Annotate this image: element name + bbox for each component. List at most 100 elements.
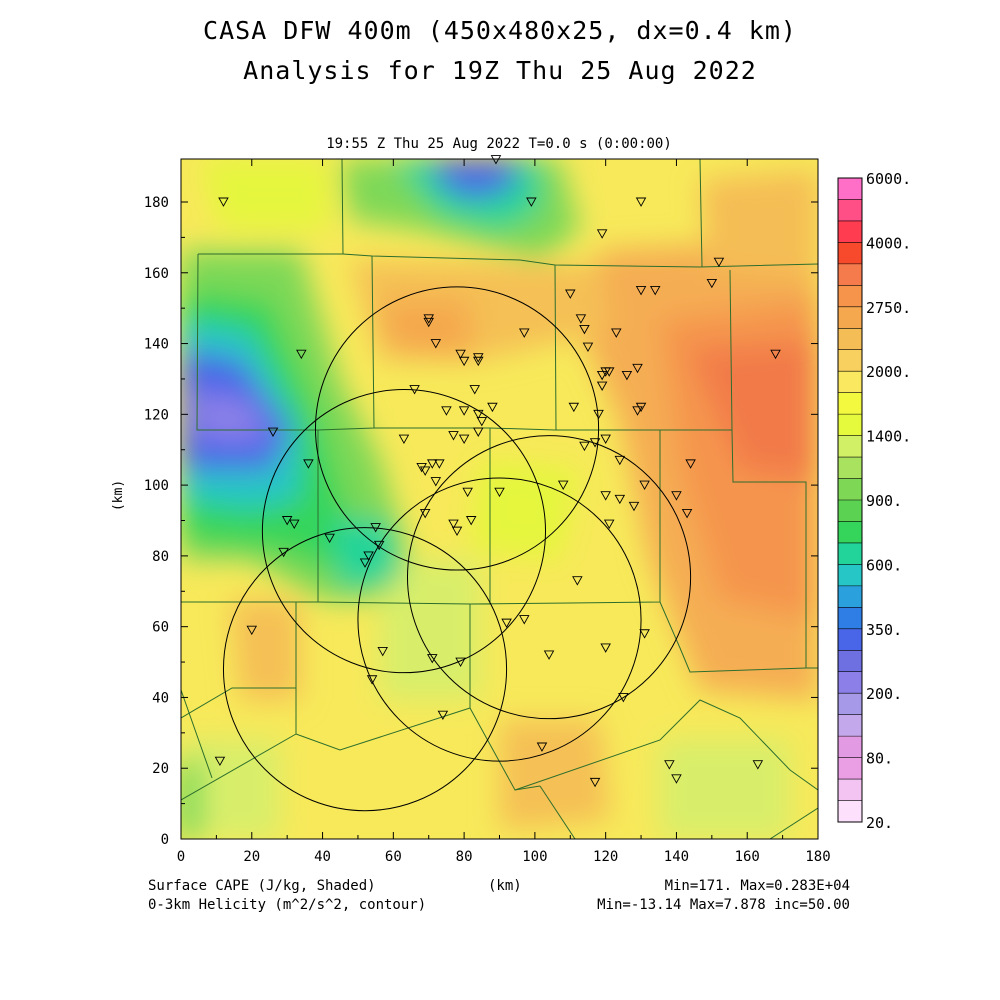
station-marker: [589, 777, 601, 788]
station-marker: [487, 402, 498, 413]
colorbar-swatch: [838, 242, 862, 265]
colorbar-swatch: [838, 650, 862, 673]
station-marker: [635, 286, 647, 296]
station-marker: [628, 501, 640, 512]
station-marker: [465, 516, 477, 526]
station-marker: [589, 438, 601, 448]
station-marker: [639, 480, 650, 491]
colorbar-label: 20.: [866, 814, 893, 832]
y-tick-label: 140: [144, 337, 169, 353]
y-tick-label: 180: [144, 195, 169, 211]
x-tick-label: 140: [664, 849, 689, 865]
county-boundaries: [181, 159, 818, 839]
colorbar-swatch: [838, 435, 862, 458]
station-marker: [246, 625, 258, 636]
station-marker: [600, 434, 611, 445]
station-marker: [600, 643, 611, 653]
colorbar-swatch: [838, 800, 862, 823]
colorbar-swatch: [838, 779, 862, 801]
station-marker: [596, 229, 608, 239]
station-marker: [664, 760, 675, 770]
colorbar-swatch: [838, 285, 862, 308]
station-marker: [423, 317, 434, 328]
station-marker: [685, 459, 696, 469]
station-marker: [536, 742, 548, 752]
colorbar-label: 4000.: [866, 234, 911, 252]
colorbar-frame: [837, 177, 863, 823]
station-marker: [713, 257, 725, 268]
station-marker: [416, 462, 427, 473]
station-marker: [681, 508, 693, 519]
station-marker: [458, 406, 470, 416]
y-tick-label: 120: [144, 407, 169, 423]
station-marker: [434, 459, 445, 469]
footer-left: Surface CAPE (J/kg, Shaded) 0-3km Helici…: [148, 877, 426, 915]
station-marker: [635, 402, 647, 413]
station-marker: [448, 431, 459, 441]
station-marker: [214, 756, 226, 767]
station-marker: [370, 523, 381, 533]
colorbar-label: 2750.: [866, 299, 911, 317]
station-marker: [267, 427, 279, 437]
colorbar-swatch: [838, 628, 862, 651]
colorbar-swatch: [838, 736, 862, 758]
station-marker: [579, 324, 590, 335]
colorbar-swatch: [838, 500, 862, 522]
helicity-contour-1: [261, 389, 547, 674]
station-marker: [568, 402, 580, 413]
station-marker: [455, 349, 466, 360]
station-marker: [575, 314, 587, 324]
station-marker: [752, 760, 764, 770]
station-marker: [377, 646, 388, 657]
station-marker: [469, 385, 480, 395]
footer-right: Min=171. Max=0.283E+04 Min=-13.14 Max=7.…: [597, 877, 850, 915]
station-marker: [579, 441, 590, 452]
station-marker: [632, 363, 643, 374]
station-marker: [494, 487, 505, 498]
colorbar-swatch: [838, 585, 862, 608]
station-marker: [359, 558, 371, 568]
station-marker: [458, 434, 470, 445]
helicity-contour-3: [357, 477, 642, 762]
station-marker: [614, 494, 626, 505]
station-marker: [288, 519, 300, 529]
station-marker: [458, 356, 470, 367]
station-marker: [423, 314, 434, 324]
station-marker: [501, 618, 512, 629]
colorbar-swatch: [838, 392, 862, 415]
colorbar-swatch: [838, 328, 862, 351]
station-marker: [472, 353, 484, 363]
station-marker: [671, 491, 682, 501]
cape-field-label: Surface CAPE (J/kg, Shaded): [148, 878, 376, 894]
station-marker: [603, 519, 615, 529]
x-tick-label: 160: [735, 849, 760, 865]
colorbar-swatch: [838, 199, 862, 222]
station-marker: [419, 466, 431, 476]
station-marker: [472, 427, 484, 437]
x-tick-label: 60: [385, 849, 402, 865]
station-marker: [472, 356, 484, 367]
colorbar-swatch: [838, 478, 862, 501]
y-tick-label: 20: [152, 761, 169, 777]
x-tick-label: 40: [314, 849, 331, 865]
station-marker: [611, 328, 622, 338]
station-marker: [451, 526, 463, 537]
x-tick-label: 20: [243, 849, 260, 865]
x-tick-label: 120: [593, 849, 618, 865]
station-marker: [706, 278, 718, 289]
station-markers: [214, 155, 781, 788]
station-marker: [603, 367, 615, 377]
colorbar-label: 900.: [866, 492, 902, 510]
helicity-contour-2: [406, 435, 692, 720]
x-tick-label: 100: [522, 849, 547, 865]
station-marker: [441, 406, 452, 416]
colorbar-label: 2000.: [866, 363, 911, 381]
station-marker: [419, 508, 431, 519]
station-marker: [218, 197, 229, 207]
helicity-field-label: 0-3km Helicity (m^2/s^2, contour): [148, 897, 427, 913]
x-tick-label: 180: [805, 849, 830, 865]
station-marker: [490, 155, 502, 165]
helicity-contours: [222, 286, 692, 812]
station-marker: [409, 385, 420, 395]
station-marker: [618, 692, 629, 703]
